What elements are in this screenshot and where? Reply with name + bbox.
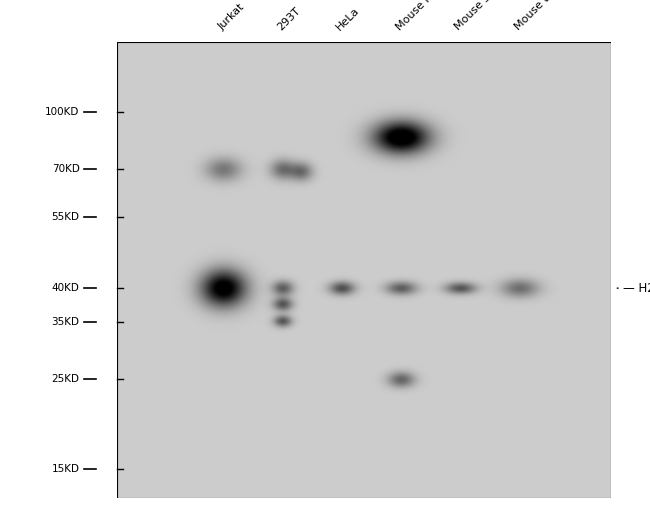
- Text: 70KD: 70KD: [52, 165, 79, 174]
- Text: Mouse liver: Mouse liver: [394, 0, 447, 32]
- Text: HeLa: HeLa: [335, 5, 362, 32]
- Text: — H2AFY: — H2AFY: [623, 282, 650, 295]
- Text: Jurkat: Jurkat: [216, 2, 246, 32]
- Text: 15KD: 15KD: [51, 463, 79, 473]
- Text: Mouse thymus: Mouse thymus: [513, 0, 577, 32]
- Text: 35KD: 35KD: [51, 318, 79, 327]
- Text: 25KD: 25KD: [51, 375, 79, 385]
- Text: 55KD: 55KD: [51, 212, 79, 222]
- Text: 100KD: 100KD: [46, 107, 79, 117]
- Text: Mouse spleen: Mouse spleen: [453, 0, 514, 32]
- Text: 293T: 293T: [276, 6, 302, 32]
- Text: 40KD: 40KD: [52, 283, 79, 293]
